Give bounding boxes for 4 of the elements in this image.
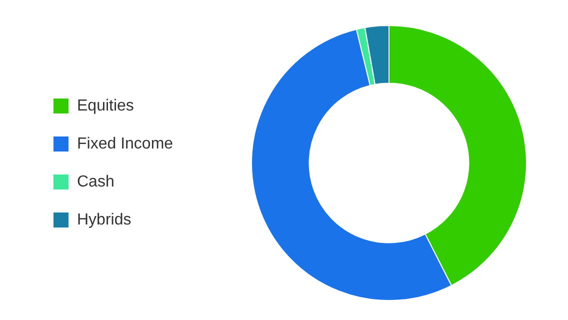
- legend-label: Cash: [77, 173, 114, 190]
- legend-label: Fixed Income: [77, 135, 174, 152]
- legend-label: Hybrids: [77, 211, 132, 228]
- legend-label: Equities: [77, 97, 134, 114]
